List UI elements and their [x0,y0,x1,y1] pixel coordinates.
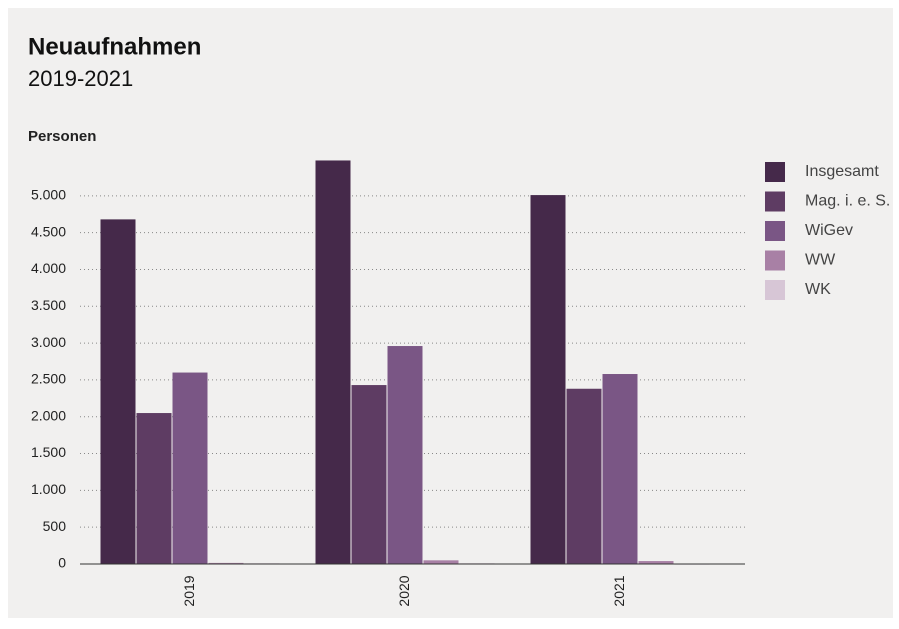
bar [136,413,172,564]
bar [602,374,638,564]
bar [208,562,244,564]
y-tick-label: 4.500 [31,223,66,239]
legend-label: WW [805,252,836,269]
legend-label: WiGev [805,222,853,239]
y-tick-label: 3.500 [31,297,66,313]
y-tick-label: 2.000 [31,407,66,423]
bar [100,219,136,564]
y-tick-label: 1.000 [31,481,66,497]
legend-swatch [765,191,785,212]
y-tick-label: 4.000 [31,260,66,276]
legend-label: Insgesamt [805,163,879,180]
legend-label: Mag. i. e. S. [805,193,890,210]
legend-swatch [765,221,785,241]
chart-subtitle: 2019-2021 [28,66,133,91]
y-tick-label: 500 [43,518,67,534]
legend-swatch [765,280,785,300]
legend-swatch [765,162,785,182]
bar [530,195,566,564]
chart-title: Neuaufnahmen [28,33,201,60]
legend-swatch [765,250,785,271]
y-tick-label: 1.500 [31,444,66,460]
bar [172,372,208,564]
legend-label: WK [805,281,831,298]
y-tick-label: 0 [58,555,66,571]
y-tick-label: 3.000 [31,334,66,350]
bar [315,160,351,565]
bar [638,561,674,564]
y-tick-label: 5.000 [31,187,66,203]
x-tick-label: 2020 [396,575,412,606]
bar [387,346,423,564]
bar [566,388,602,564]
bar [351,385,387,564]
y-tick-label: 2.500 [31,371,66,387]
y-axis-label: Personen [28,128,96,145]
bar [423,560,459,564]
x-tick-label: 2019 [181,575,197,606]
x-tick-label: 2021 [611,575,627,606]
